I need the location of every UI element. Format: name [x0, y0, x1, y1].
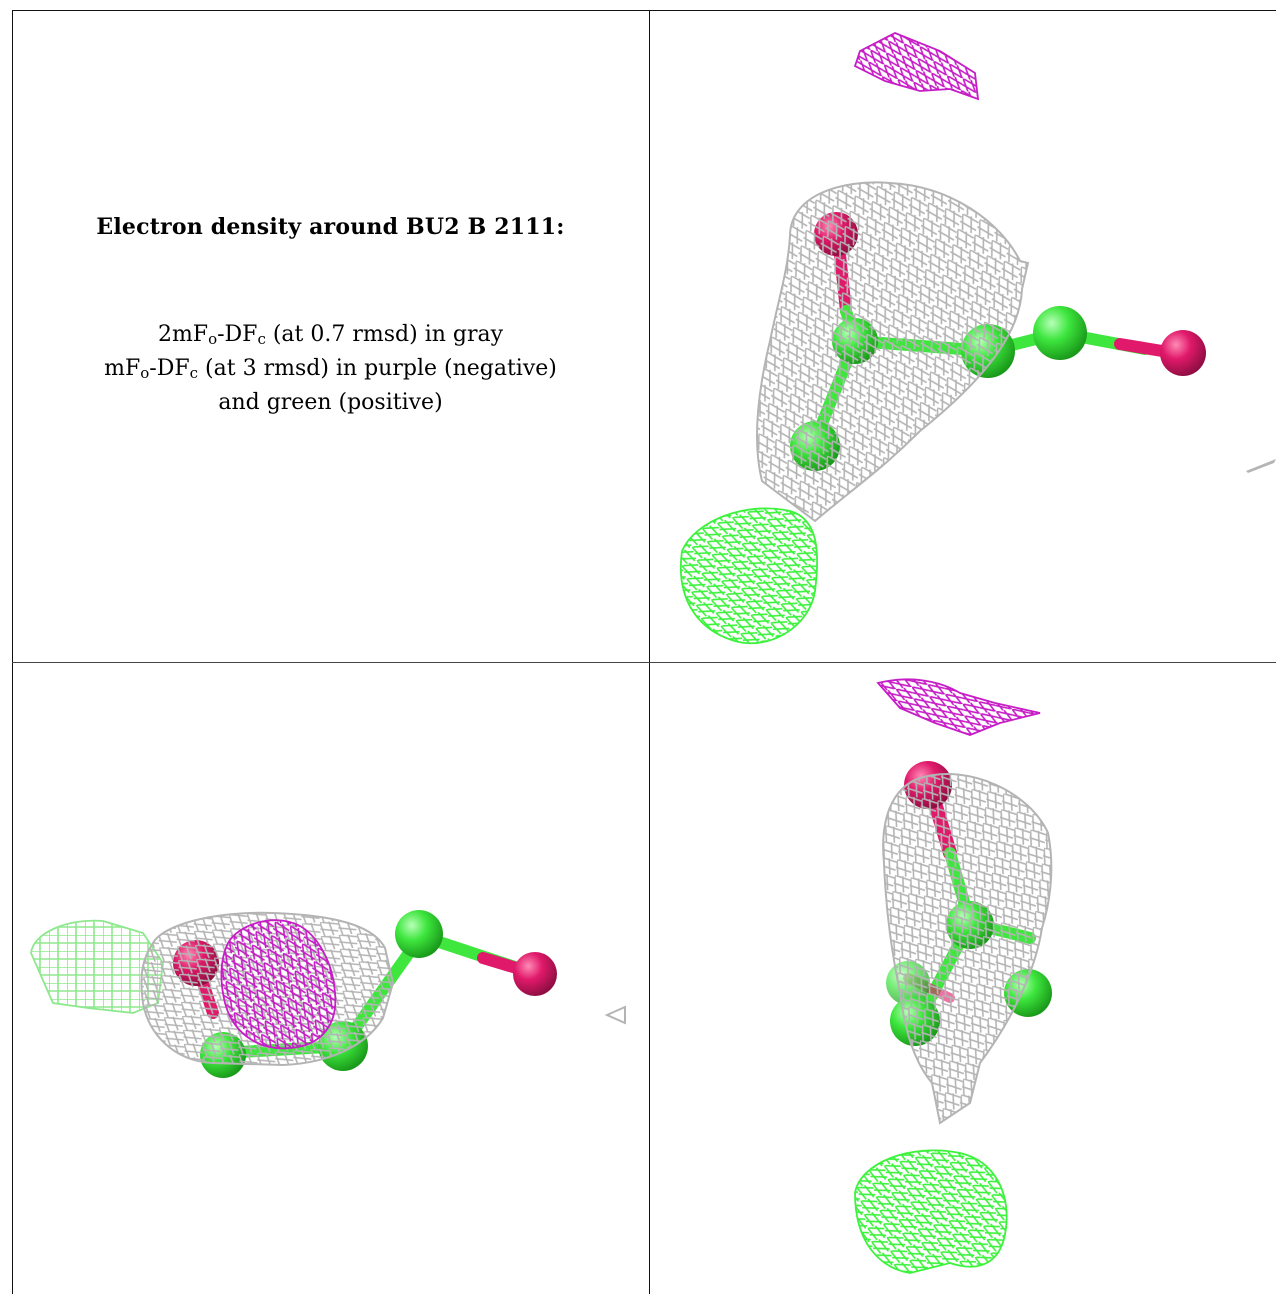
caption-line-2mfo: 2mFo-DFc (at 0.7 rmsd) in gray — [157, 322, 504, 348]
negative-difference-mesh — [220, 919, 337, 1050]
2fofc-density-mesh — [755, 181, 1030, 523]
2fofc-density-mesh — [882, 773, 1053, 1125]
negative-difference-mesh — [876, 678, 1041, 736]
density-view-top-right — [650, 11, 1276, 662]
caption-line-colors: and green (positive) — [218, 390, 443, 415]
caption-body: 2mFo-DFc (at 0.7 rmsd) in gray mFo-DFc (… — [12, 318, 649, 420]
negative-difference-mesh — [853, 32, 980, 101]
mesh-fragment — [604, 1005, 626, 1025]
frame-top — [12, 10, 1276, 11]
frame-row-divider — [12, 662, 1276, 663]
density-view-bottom-right — [650, 663, 1276, 1294]
mesh-fragment — [1246, 459, 1276, 473]
frame-middle — [649, 10, 650, 1294]
caption-title: Electron density around BU2 B 2111: — [96, 214, 565, 240]
caption-panel: Electron density around BU2 B 2111: 2mFo… — [12, 0, 649, 662]
positive-difference-mesh — [854, 1149, 1008, 1274]
positive-difference-mesh — [30, 919, 164, 1014]
density-view-bottom-left — [13, 663, 649, 1294]
frame-left — [12, 10, 13, 1294]
caption-line-mfo: mFo-DFc (at 3 rmsd) in purple (negative) — [104, 356, 557, 382]
positive-difference-mesh — [680, 507, 819, 645]
